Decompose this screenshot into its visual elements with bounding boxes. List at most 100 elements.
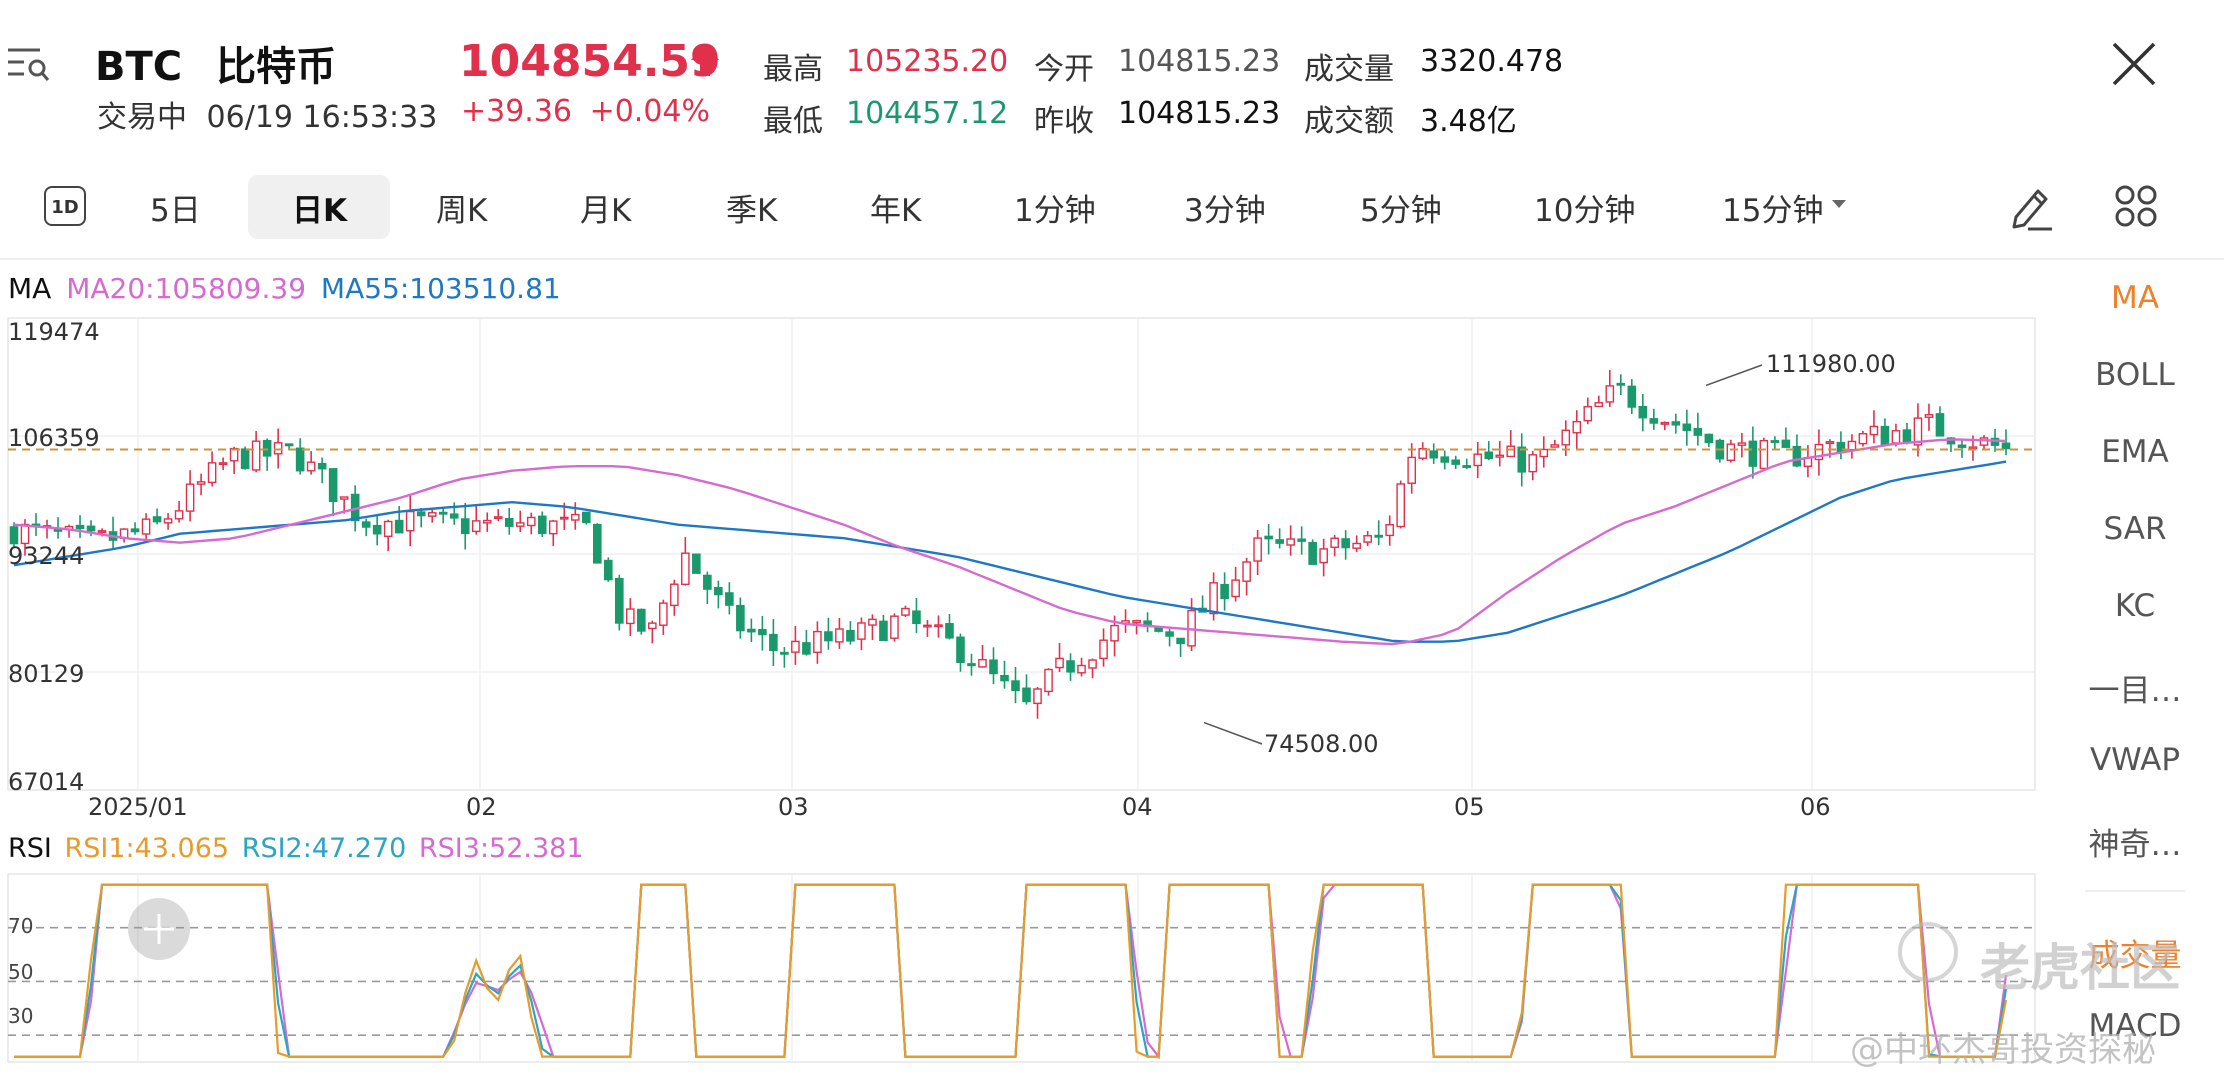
- intraday-1d-button[interactable]: 1D: [44, 186, 86, 226]
- close-icon[interactable]: [2110, 40, 2158, 88]
- ma20-value: MA20:105809.39: [66, 272, 307, 305]
- indicator-ma[interactable]: MA: [2111, 280, 2159, 316]
- candle-down: [736, 604, 745, 632]
- candle-up: [405, 510, 415, 532]
- candle-down: [537, 515, 547, 534]
- candle-up: [1286, 538, 1295, 546]
- candle-down: [1781, 439, 1791, 448]
- prev-close-label: 昨收: [1034, 104, 1094, 139]
- candle-up: [570, 513, 580, 521]
- candle-up: [218, 462, 228, 466]
- candle-down: [714, 586, 723, 596]
- candle-down: [1693, 427, 1703, 436]
- candle-down: [1022, 687, 1031, 703]
- tab-yearly-k[interactable]: 年K: [870, 193, 922, 229]
- crosshair-button[interactable]: [128, 898, 190, 960]
- candle-down: [725, 592, 734, 606]
- indicator-ichimoku[interactable]: 一目…: [2088, 673, 2182, 709]
- indicator-magic-nine[interactable]: 神奇…: [2088, 827, 2182, 863]
- rsi-legend: RSI RSI1:43.065 RSI2:47.270 RSI3:52.381: [8, 833, 584, 864]
- high-value: 105235.20: [846, 44, 1009, 79]
- candle-down: [1627, 385, 1637, 408]
- tab-daily-k[interactable]: 日K: [292, 193, 348, 229]
- candle-down: [1902, 429, 1912, 443]
- candle-up: [1572, 420, 1582, 434]
- candle-up: [548, 520, 558, 535]
- trade-datetime: 06/19 16:53:33: [206, 100, 438, 135]
- candle-up: [857, 622, 866, 640]
- candle-up: [1319, 548, 1328, 564]
- tab-3min[interactable]: 3分钟: [1184, 193, 1266, 229]
- candle-down: [758, 628, 767, 636]
- candle-down: [130, 528, 140, 533]
- candle-down: [328, 468, 338, 503]
- candle-up: [1495, 454, 1505, 458]
- candle-up: [890, 615, 899, 639]
- candle-down: [1957, 444, 1967, 448]
- low-label: 最低: [763, 104, 823, 139]
- rsi3-line: [14, 883, 2008, 1060]
- tab-monthly-k[interactable]: 月K: [580, 193, 632, 229]
- indicator-vwap[interactable]: VWAP: [2089, 742, 2181, 778]
- open-label: 今开: [1034, 52, 1094, 87]
- candle-up: [1605, 385, 1615, 403]
- candle-down: [284, 443, 294, 447]
- candle-down: [240, 448, 250, 470]
- rsi-tick-label: 70: [8, 914, 34, 938]
- candle-down: [2001, 442, 2011, 450]
- candle-up: [1044, 668, 1053, 693]
- watermark-brand: 老虎社区: [1980, 939, 2180, 997]
- low-annotation: 74508.00: [1264, 730, 1379, 758]
- candle-up: [482, 519, 492, 524]
- indicator-sar[interactable]: SAR: [2103, 511, 2167, 547]
- candle-up: [1924, 414, 1934, 418]
- indicator-ema[interactable]: EMA: [2101, 434, 2169, 470]
- candle-down: [967, 663, 976, 667]
- candle-up: [493, 516, 503, 520]
- indicator-macd[interactable]: MACD: [2088, 1008, 2182, 1044]
- indicator-kc[interactable]: KC: [2114, 588, 2156, 624]
- volume-value: 3320.478: [1420, 44, 1564, 79]
- x-tick-label: 02: [466, 793, 497, 821]
- y-tick-label: 93244: [8, 542, 85, 570]
- candle-down: [1638, 405, 1648, 419]
- tab-quarterly-k[interactable]: 季K: [726, 193, 778, 229]
- candle-down: [824, 631, 833, 642]
- tab-weekly-k[interactable]: 周K: [436, 193, 488, 229]
- tab-10min[interactable]: 10分钟: [1534, 193, 1636, 229]
- candle-down: [438, 511, 448, 515]
- candle-down: [416, 511, 426, 517]
- tab-15min[interactable]: 15分钟: [1722, 193, 1824, 229]
- candle-down: [317, 462, 327, 470]
- rsi1-value: RSI1:43.065: [64, 833, 230, 864]
- tab-5day[interactable]: 5日: [150, 193, 201, 229]
- candle-down: [1275, 539, 1284, 544]
- candle-up: [1363, 535, 1372, 543]
- candle-down: [1616, 382, 1626, 386]
- indicator-boll[interactable]: BOLL: [2095, 357, 2175, 393]
- indicator-volume[interactable]: 成交量: [2088, 938, 2182, 974]
- menu-list-icon[interactable]: [6, 44, 50, 84]
- candle-down: [703, 574, 712, 590]
- side-divider: [2085, 890, 2185, 892]
- candle-up: [1352, 542, 1361, 549]
- candle-up: [471, 520, 481, 533]
- change-percent: +0.04%: [589, 94, 711, 129]
- candle-up: [670, 583, 679, 607]
- candle-down: [846, 629, 855, 642]
- rsi-tick-label: 50: [8, 960, 34, 984]
- candle-down: [394, 519, 404, 534]
- candle-up: [1583, 406, 1593, 422]
- tab-5min[interactable]: 5分钟: [1360, 193, 1442, 229]
- tab-1min[interactable]: 1分钟: [1014, 193, 1096, 229]
- candle-up: [1660, 421, 1670, 425]
- candle-up: [1209, 582, 1218, 615]
- candle-up: [1528, 454, 1538, 473]
- symbol-title: BTC 比特币: [95, 34, 336, 92]
- high-label: 最高: [763, 52, 823, 87]
- candle-up: [526, 516, 536, 527]
- candle-down: [956, 636, 965, 664]
- candle-up: [515, 522, 525, 527]
- candle-down: [1429, 450, 1439, 459]
